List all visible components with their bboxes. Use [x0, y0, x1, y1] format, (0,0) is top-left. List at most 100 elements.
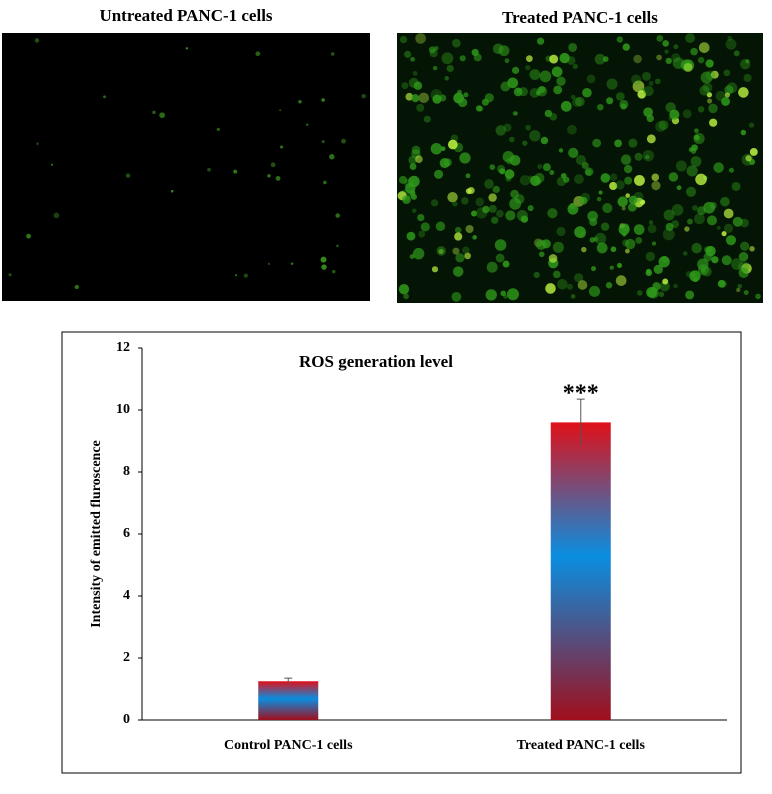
- cell: [410, 56, 415, 62]
- cell: [620, 223, 630, 232]
- cell: [243, 273, 248, 278]
- cell: [622, 43, 630, 51]
- cell: [503, 123, 512, 132]
- cell: [415, 33, 426, 44]
- cell: [609, 181, 618, 191]
- cell: [527, 205, 534, 212]
- cell: [430, 142, 443, 155]
- cell: [695, 173, 707, 186]
- cell: [606, 78, 618, 90]
- cell: [567, 203, 579, 215]
- cell: [486, 261, 498, 273]
- cell: [705, 70, 716, 81]
- cell: [723, 223, 734, 233]
- cell: [455, 253, 465, 263]
- cell: [656, 34, 664, 42]
- cell: [298, 99, 302, 104]
- panel-title: Untreated PANC-1 cells: [99, 6, 272, 25]
- cell: [552, 270, 561, 279]
- cell: [647, 224, 657, 234]
- cell: [494, 239, 507, 251]
- cell: [463, 92, 469, 98]
- cell: [529, 69, 541, 80]
- cell: [513, 87, 523, 97]
- cell: [616, 36, 624, 43]
- cell: [498, 45, 510, 57]
- cell: [651, 241, 657, 246]
- cell: [525, 124, 531, 131]
- cell: [529, 130, 541, 142]
- cell: [233, 169, 238, 174]
- cell: [489, 164, 496, 170]
- cell: [624, 176, 633, 185]
- cell: [170, 189, 174, 193]
- cell: [724, 85, 734, 95]
- cell: [152, 110, 156, 115]
- cell: [506, 288, 519, 301]
- cell: [572, 63, 578, 70]
- cell: [475, 207, 488, 219]
- cell: [488, 204, 497, 213]
- cell: [459, 152, 471, 164]
- cell: [622, 232, 627, 237]
- cell: [645, 269, 653, 277]
- cell: [648, 220, 654, 225]
- cell: [594, 232, 607, 245]
- cell: [745, 59, 750, 64]
- cell: [488, 193, 497, 202]
- cell: [707, 98, 713, 104]
- cell: [570, 294, 576, 299]
- cell: [519, 175, 531, 186]
- cell: [755, 293, 761, 300]
- cell: [439, 157, 450, 169]
- cell: [560, 100, 572, 112]
- cell: [502, 260, 510, 268]
- cell: [615, 275, 627, 286]
- cell: [581, 161, 589, 170]
- cell: [406, 231, 416, 241]
- cell: [412, 71, 418, 76]
- panel-title: Treated PANC-1 cells: [502, 8, 658, 27]
- cell: [591, 266, 597, 272]
- cell: [547, 208, 558, 219]
- cell: [436, 246, 446, 256]
- cell: [522, 140, 528, 146]
- cell: [475, 197, 484, 207]
- cell: [738, 251, 749, 262]
- cell: [658, 120, 669, 131]
- cell: [495, 125, 507, 136]
- cell: [398, 283, 410, 295]
- cell: [673, 283, 678, 289]
- cell: [8, 273, 12, 277]
- cell: [74, 284, 79, 290]
- cell: [633, 224, 645, 235]
- cell: [290, 262, 294, 265]
- cell: [738, 267, 749, 278]
- cell: [568, 147, 579, 158]
- cell: [708, 103, 718, 114]
- cell: [627, 202, 637, 212]
- cell: [609, 265, 614, 270]
- cell: [662, 278, 669, 285]
- cell: [428, 46, 436, 54]
- cell: [711, 256, 719, 264]
- cell: [596, 242, 608, 254]
- cell: [623, 164, 633, 174]
- cell: [699, 85, 710, 96]
- cell: [662, 228, 675, 241]
- cell: [697, 106, 705, 113]
- y-tick-label: 2: [123, 650, 130, 665]
- cell: [743, 73, 752, 82]
- cell: [435, 221, 446, 232]
- cell: [639, 199, 646, 205]
- cell: [688, 147, 694, 152]
- cell: [418, 92, 430, 104]
- cell: [731, 258, 743, 270]
- cell: [452, 247, 460, 255]
- cell: [530, 175, 541, 187]
- cell: [321, 98, 325, 102]
- cell: [502, 151, 515, 163]
- cell: [507, 77, 519, 89]
- cell: [475, 105, 483, 112]
- cell: [405, 92, 414, 101]
